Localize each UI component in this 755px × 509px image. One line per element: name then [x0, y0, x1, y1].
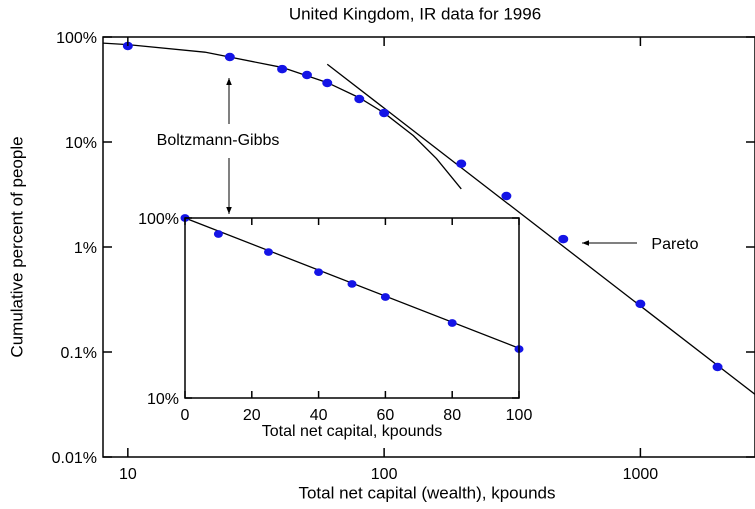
y-tick-label: 100% — [138, 211, 179, 228]
data-point — [558, 234, 569, 244]
plot-frame — [184, 217, 520, 399]
data-point — [635, 299, 646, 309]
data-point — [380, 293, 390, 301]
data-point — [501, 191, 512, 201]
x-tick-label: 10 — [119, 466, 137, 483]
data-point — [122, 41, 133, 51]
x-axis-label: Total net capital (wealth), kpounds — [298, 483, 555, 502]
data-point — [447, 319, 457, 327]
inset-plot: 0 20 40 60 80 100 100% 10% — [138, 211, 532, 424]
data-point — [224, 52, 235, 62]
y-tick-label: 1% — [74, 240, 97, 257]
x-tick-label: 0 — [181, 407, 190, 424]
x-tick-label: 1000 — [623, 466, 659, 483]
chart-title: United Kingdom, IR data for 1996 — [289, 4, 541, 23]
data-point — [322, 78, 333, 88]
data-point — [347, 280, 357, 288]
data-point — [301, 70, 312, 80]
data-point — [354, 94, 365, 104]
x-tick-label: 40 — [310, 407, 328, 424]
y-tick-label: 10% — [147, 391, 179, 408]
x-tick-label: 60 — [377, 407, 395, 424]
x-tick-label: 80 — [443, 407, 461, 424]
data-point — [456, 159, 467, 169]
fit-line — [326, 63, 755, 395]
inset-x-axis-label: Total net capital, kpounds — [262, 423, 443, 440]
y-tick-label: 100% — [56, 30, 97, 47]
data-point — [712, 362, 723, 372]
y-tick-label: 10% — [65, 135, 97, 152]
fit-line — [103, 42, 462, 190]
x-tick-label: 100 — [371, 466, 398, 483]
annotation: Pareto — [651, 236, 698, 253]
data-point — [314, 268, 324, 277]
data-point — [264, 248, 273, 256]
x-tick-label: 100 — [506, 407, 533, 424]
inset-background — [185, 218, 519, 398]
data-point — [379, 108, 390, 118]
y-tick-label: 0.1% — [61, 345, 97, 362]
data-point — [277, 64, 288, 74]
y-tick-label: 0.01% — [52, 450, 97, 467]
data-point — [213, 230, 223, 238]
y-axis-label: Cumulative percent of people — [7, 136, 26, 357]
annotation: Boltzmann-Gibbs — [157, 132, 280, 149]
x-tick-label: 20 — [243, 407, 261, 424]
